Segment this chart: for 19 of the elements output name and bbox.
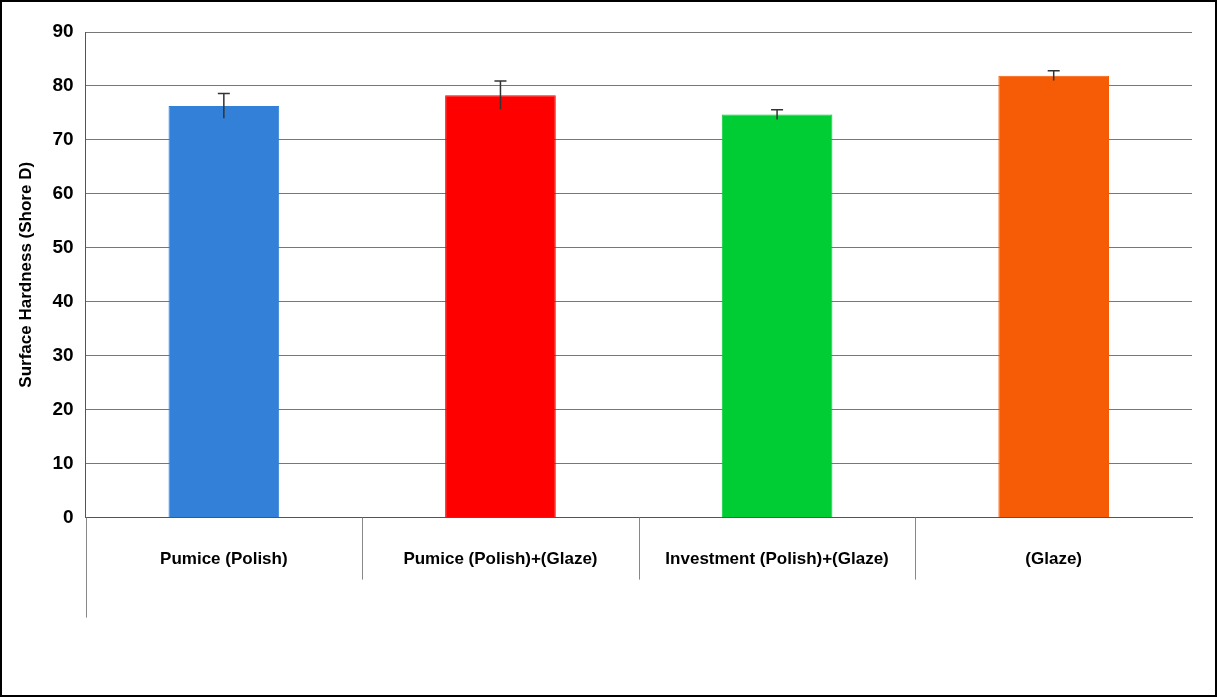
bar [168, 105, 280, 518]
y-tick-label: 80 [52, 74, 74, 96]
x-tick-label: (Glaze) [1025, 549, 1083, 569]
x-tick-label: Pumice (Polish) [160, 549, 288, 569]
y-tick-label: 0 [62, 505, 74, 527]
y-tick-label: 50 [52, 236, 74, 258]
x-tick-label: Pumice (Polish)+(Glaze) [403, 549, 598, 569]
y-tick-label: 30 [52, 343, 74, 365]
y-tick-label: 10 [52, 451, 74, 473]
x-tick-label: Investment (Polish)+(Glaze) [665, 549, 889, 569]
bar [998, 75, 1110, 518]
y-tick-label: 90 [52, 20, 74, 42]
y-tick-label: 60 [52, 182, 74, 204]
y-tick-label: 70 [52, 128, 74, 150]
y-axis-title: Surface Hardness (Shore D) [15, 161, 35, 388]
bar [445, 95, 556, 518]
bar [721, 114, 833, 518]
y-tick-label: 40 [52, 290, 74, 312]
y-tick-label: 20 [52, 397, 74, 419]
